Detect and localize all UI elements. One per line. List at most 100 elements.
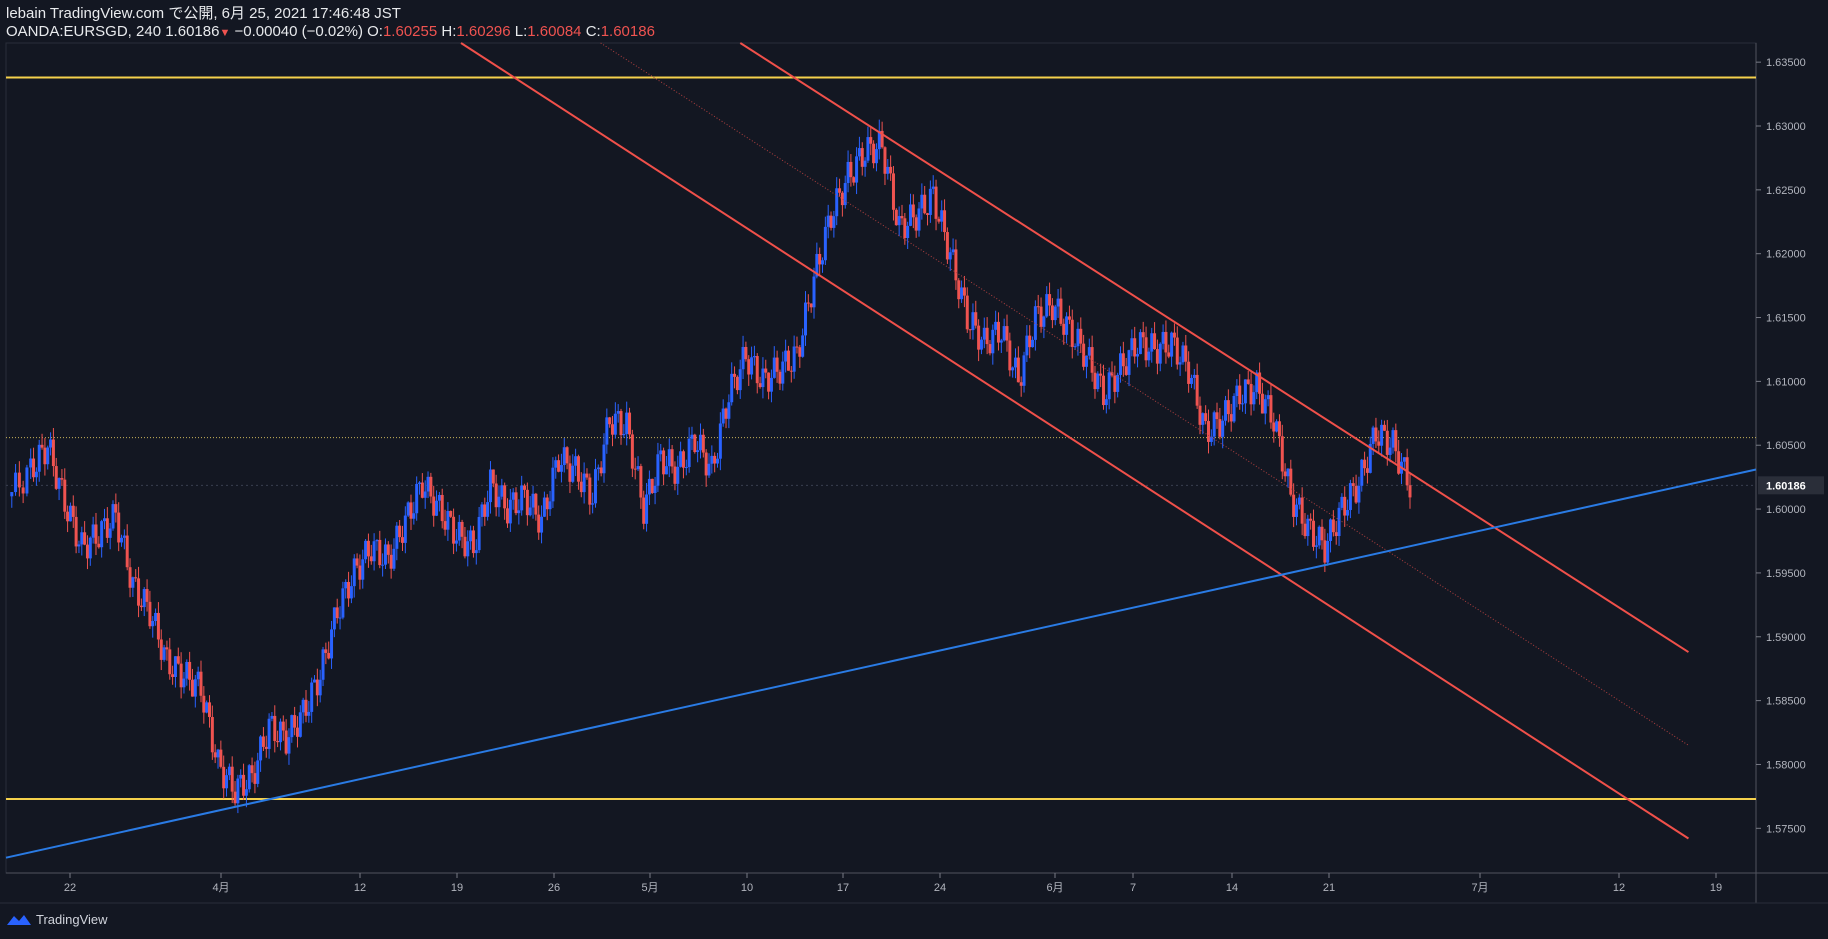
candle-down — [494, 483, 498, 508]
candle-down — [168, 649, 172, 675]
candle-down — [355, 558, 359, 566]
candle-up — [239, 774, 243, 779]
price-tick-label: 1.60500 — [1766, 440, 1806, 452]
candle-up — [34, 471, 38, 478]
candle-down — [670, 449, 674, 467]
candle-down — [1229, 414, 1233, 422]
candle-down — [409, 502, 413, 519]
candle-down — [51, 439, 55, 467]
candle-down — [1215, 412, 1219, 420]
candle-up — [225, 775, 229, 789]
candle-up — [940, 210, 944, 222]
time-tick-label: 19 — [451, 882, 463, 894]
candle-up — [1150, 333, 1154, 352]
candle-down — [852, 177, 856, 183]
candle-down — [1303, 523, 1307, 537]
candle-down — [208, 702, 212, 718]
candle-up — [1329, 519, 1333, 541]
candle-up — [1056, 298, 1060, 307]
candle-down — [460, 521, 464, 537]
candle-up — [684, 467, 688, 469]
candle-down — [883, 147, 887, 174]
candle-up — [1087, 347, 1091, 356]
candle-up — [1178, 362, 1182, 365]
symbol-label[interactable]: OANDA:EURSGD, 240 — [6, 23, 162, 40]
candle-up — [278, 721, 282, 743]
candle-up — [313, 679, 317, 683]
candle-up — [679, 451, 683, 467]
candle-up — [352, 558, 356, 587]
candle-down — [968, 329, 972, 331]
candle-down — [386, 544, 390, 555]
candle-down — [1320, 526, 1324, 541]
candle-up — [1107, 372, 1111, 400]
candle-up — [29, 458, 33, 468]
time-tick-label: 17 — [837, 882, 849, 894]
candle-up — [1031, 339, 1035, 348]
candle-down — [1374, 427, 1378, 442]
candle-down — [190, 679, 194, 697]
candle-up — [332, 607, 336, 630]
candle-up — [477, 516, 481, 551]
time-tick-label: 5月 — [641, 882, 658, 894]
candle-up — [625, 412, 629, 434]
candle-down — [179, 663, 183, 688]
tradingview-brand[interactable]: TradingView — [6, 912, 108, 927]
candle-down — [213, 752, 217, 758]
candle-up — [435, 500, 439, 516]
candle-up — [290, 715, 294, 738]
candle-down — [872, 143, 876, 164]
candle-up — [540, 516, 544, 533]
candle-up — [1181, 345, 1185, 363]
candle-down — [54, 466, 58, 489]
candle-up — [1243, 379, 1247, 404]
candle-down — [1019, 382, 1023, 386]
candle-up — [1011, 367, 1015, 371]
candle-up — [772, 357, 776, 378]
candle-up — [1138, 332, 1142, 355]
candle-up — [1294, 504, 1298, 517]
candle-down — [758, 383, 762, 388]
candle-down — [1226, 400, 1230, 415]
price-tick-label: 1.63000 — [1766, 121, 1806, 133]
candle-up — [582, 473, 586, 493]
candle-down — [713, 455, 717, 464]
candle-up — [1170, 332, 1174, 357]
candle-up — [1201, 413, 1205, 425]
candle-down — [491, 469, 495, 484]
candle-down — [860, 148, 864, 167]
candle-down — [1249, 383, 1253, 405]
candle-up — [1045, 294, 1049, 317]
candle-up — [1042, 316, 1046, 327]
candle-up — [418, 482, 422, 484]
candle-down — [642, 497, 646, 524]
candle-up — [982, 327, 986, 340]
candle-down — [1331, 519, 1335, 533]
candle-up — [750, 357, 754, 375]
candle-up — [528, 507, 532, 516]
candle-up — [951, 249, 955, 253]
candle-up — [721, 408, 725, 424]
candle-down — [1099, 373, 1103, 376]
candle-down — [273, 715, 277, 741]
candle-up — [1025, 335, 1029, 356]
open-label: O: — [367, 23, 383, 40]
candle-up — [812, 276, 816, 308]
candle-up — [999, 340, 1003, 343]
tradingview-logo-icon — [7, 914, 31, 925]
candle-up — [446, 510, 450, 530]
candle-down — [1289, 468, 1293, 495]
candle-up — [88, 537, 92, 559]
candle-down — [389, 554, 393, 569]
candle-up — [381, 564, 385, 566]
candle-down — [335, 607, 339, 619]
candle-down — [639, 466, 643, 498]
candle-up — [874, 149, 878, 164]
candle-up — [741, 346, 745, 370]
candle-up — [511, 492, 515, 500]
candle-down — [1269, 395, 1273, 423]
candle-down — [565, 447, 569, 464]
candle-down — [809, 303, 813, 308]
candle-down — [327, 652, 331, 659]
